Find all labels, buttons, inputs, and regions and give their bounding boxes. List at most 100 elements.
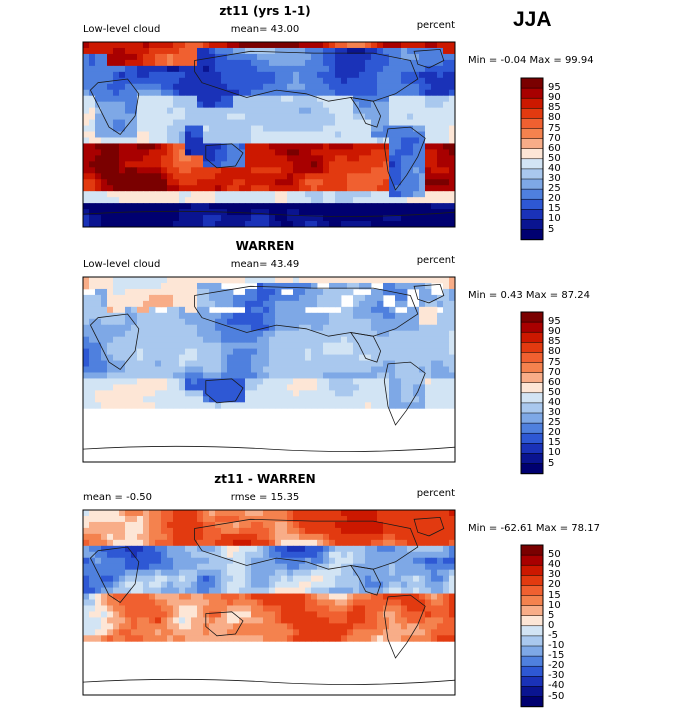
map-cell: [437, 599, 444, 606]
map-cell: [281, 306, 288, 314]
map-cell: [257, 179, 264, 186]
map-cell: [161, 402, 168, 409]
map-cell: [389, 617, 396, 624]
map-cell: [383, 179, 390, 186]
map-cell: [125, 101, 132, 109]
map-cell: [365, 294, 372, 302]
map-cell: [143, 59, 150, 67]
map-cell: [419, 551, 426, 559]
map-cell: [149, 372, 156, 379]
map-cell: [143, 221, 150, 228]
map-cell: [197, 131, 204, 138]
map-cell: [239, 378, 246, 385]
map-cell: [233, 599, 240, 606]
map-cell: [137, 587, 144, 594]
map-cell: [125, 65, 132, 73]
map-cell: [167, 161, 174, 168]
map-cell: [413, 575, 420, 583]
map-cell: [287, 53, 294, 61]
map-cell: [389, 312, 396, 320]
map-cell: [221, 384, 228, 391]
map-cell: [185, 617, 192, 624]
colorbar-swatch: [520, 412, 544, 424]
map-cell: [245, 119, 252, 126]
map-cell: [299, 71, 306, 79]
map-cell: [443, 521, 450, 529]
map-cell: [167, 623, 174, 630]
map-cell: [155, 300, 162, 308]
map-cell: [143, 312, 150, 320]
map-cell: [179, 277, 186, 284]
map-cell: [245, 390, 252, 397]
map-cell: [347, 581, 354, 588]
map-cell: [365, 521, 372, 529]
map-cell: [137, 563, 144, 571]
map-cell: [335, 161, 342, 168]
map-cell: [281, 107, 288, 115]
map-cell: [377, 101, 384, 109]
map-cell: [413, 551, 420, 559]
map-cell: [149, 107, 156, 115]
colorbar-swatch: [520, 352, 544, 364]
map-cell: [239, 336, 246, 344]
map-cell: [167, 107, 174, 115]
map-cell: [167, 167, 174, 174]
map-cell: [425, 510, 432, 517]
map-cell: [203, 167, 210, 174]
colorbar-swatch: [520, 422, 544, 434]
map-cell: [179, 324, 186, 332]
map-cell: [395, 348, 402, 355]
map-cell: [245, 47, 252, 55]
colorbar-swatch: [520, 392, 544, 404]
map-cell: [179, 593, 186, 600]
map-cell: [329, 599, 336, 606]
map-cell: [215, 366, 222, 373]
map-cell: [317, 551, 324, 559]
map-cell: [383, 336, 390, 344]
colorbar-tick-label: 20: [548, 193, 561, 205]
map-cell: [227, 563, 234, 571]
map-cell: [89, 539, 96, 547]
map-cell: [155, 191, 162, 198]
map-cell: [245, 378, 252, 385]
map-cell: [131, 366, 138, 373]
map-cell: [281, 521, 288, 529]
map-cell: [347, 402, 354, 409]
map-cell: [407, 515, 414, 523]
map-cell: [107, 366, 114, 373]
map-cell: [311, 551, 318, 559]
map-cell: [113, 312, 120, 320]
map-cell: [239, 348, 246, 355]
map-cell: [377, 53, 384, 61]
map-cell: [353, 59, 360, 67]
map-cell: [329, 113, 336, 120]
map-cell: [239, 203, 246, 210]
map-cell: [347, 215, 354, 222]
map-cell: [359, 611, 366, 618]
map-cell: [107, 324, 114, 332]
map-cell: [269, 143, 276, 150]
map-cell: [143, 89, 150, 97]
map-cell: [299, 527, 306, 535]
map-cell: [137, 629, 144, 636]
map-cell: [185, 551, 192, 559]
map-cell: [173, 366, 180, 373]
map-cell: [131, 318, 138, 326]
map-cell: [191, 161, 198, 168]
map-cell: [293, 300, 300, 308]
map-cell: [353, 515, 360, 523]
map-cell: [245, 318, 252, 326]
map-cell: [401, 527, 408, 535]
map-cell: [185, 71, 192, 79]
map-cell: [281, 617, 288, 624]
map-cell: [209, 515, 216, 523]
map-cell: [311, 569, 318, 577]
map-cell: [155, 378, 162, 385]
map-cell: [407, 575, 414, 583]
map-cell: [269, 191, 276, 198]
map-cell: [269, 342, 276, 350]
map-cell: [275, 366, 282, 373]
map-cell: [155, 185, 162, 192]
map-cell: [215, 521, 222, 529]
